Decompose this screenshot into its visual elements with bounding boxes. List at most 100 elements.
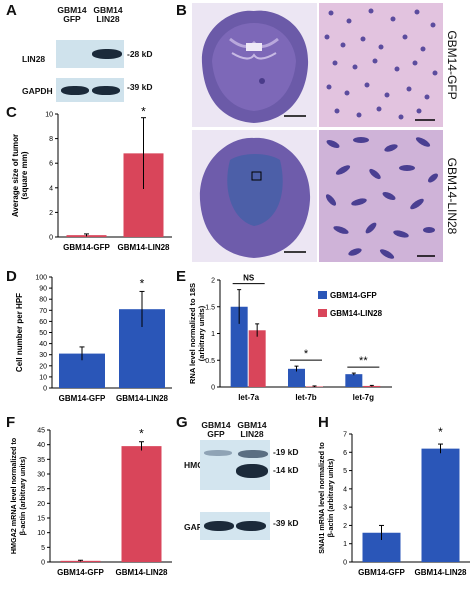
- y-tick-label: 0: [343, 560, 347, 567]
- significance-marker: **: [359, 355, 368, 367]
- significance-marker: *: [438, 425, 443, 439]
- y-tick-label: 15: [37, 516, 45, 523]
- blot-g-row2-label: GAPDH: [184, 522, 215, 532]
- y-tick-label: 10: [39, 374, 47, 381]
- y-tick-label: 100: [35, 275, 47, 282]
- x-tick-label: GBM14-LIN28: [414, 568, 467, 577]
- x-tick-label: GBM14-GFP: [59, 394, 106, 403]
- y-tick-label: 6: [343, 450, 347, 457]
- y-tick-label: 5: [41, 545, 45, 552]
- blot-a-lin28-strip: [56, 40, 124, 68]
- chart-d-cell-number: 0 10 20 30 40 50 60 70 80 90 100 Cell number per HP…: [15, 275, 172, 403]
- panel-label-b: B: [176, 2, 187, 19]
- significance-marker: *: [141, 105, 146, 119]
- y-tick-label: 1: [343, 541, 347, 548]
- y-tick-label: 35: [37, 457, 45, 464]
- chart-c-tumor-size: 0 2 4 6 8 10 Average size of tumor (square mm) G…: [11, 105, 172, 252]
- blot-g-size-a: -19 kD: [273, 447, 299, 457]
- y-axis-label: RNA level normalized to 18S: [188, 283, 197, 384]
- y-tick-label: 10: [37, 530, 45, 537]
- y-tick-label: 0.5: [205, 358, 215, 365]
- y-tick-label: 40: [39, 341, 47, 348]
- legend-label: GBM14-LIN28: [330, 309, 383, 318]
- x-tick-label: GBM14-GFP: [57, 568, 104, 577]
- significance-marker: *: [139, 427, 144, 441]
- y-axis-label: Average size of tumor: [11, 134, 20, 217]
- legend-swatch: [318, 291, 327, 299]
- blot-g-lane1-label: GBM14 GFP: [201, 420, 231, 439]
- y-axis-label: β-actin (arbitrary units): [326, 458, 335, 537]
- brain-section-lin28-image: [192, 130, 317, 262]
- y-tick-label: 0: [43, 386, 47, 393]
- y-tick-label: 80: [39, 297, 47, 304]
- y-axis-label: (arbitrary units): [197, 305, 206, 361]
- blot-g-row1-label: HMGA2: [184, 460, 215, 470]
- blot-g-hmga2-strip: [200, 440, 270, 490]
- y-tick-label: 2: [343, 523, 347, 530]
- y-tick-label: 1: [211, 331, 215, 338]
- blot-g-hmga2-band-lower: [236, 464, 268, 478]
- histology-gfp-whole-brain: [192, 3, 317, 127]
- y-axis-label: HMGA2 mRNA level normalized to: [9, 437, 18, 554]
- y-axis-label: Cell number per HPF: [15, 293, 24, 372]
- y-tick-label: 40: [37, 442, 45, 449]
- x-tick-label: let-7g: [353, 393, 374, 402]
- legend-label: GBM14-GFP: [330, 291, 377, 300]
- panel-label-g: G: [176, 414, 188, 431]
- y-tick-label: 7: [343, 432, 347, 439]
- x-tick-label: GBM14-LIN28: [115, 568, 168, 577]
- chart-h-snai1: 0 1 2 3 4 5 6 7 SNAI1 mRNA level normalized to β-…: [317, 425, 470, 577]
- blot-a-gapdh-band-1: [61, 86, 89, 95]
- bar-gfp: [345, 374, 363, 387]
- blot-a-lane1-label: GBM14 GFP: [57, 5, 87, 24]
- y-tick-label: 1.5: [205, 304, 215, 311]
- y-tick-label: 3: [343, 505, 347, 512]
- significance-marker: *: [140, 276, 145, 290]
- blot-g-gapdh-band-1: [204, 521, 234, 531]
- brain-section-gfp-image: [192, 3, 317, 127]
- blot-g-gapdh-band-2: [236, 521, 266, 531]
- blot-g-hmga2-band-upper: [238, 450, 268, 458]
- chart-e-let7-levels: 0 0.5 1 1.5 2 RNA level normalized to 18S (arb…: [188, 274, 392, 402]
- y-tick-label: 20: [39, 363, 47, 370]
- blot-a-row1-label: LIN28: [22, 54, 46, 64]
- y-tick-label: 6: [49, 161, 53, 168]
- y-tick-label: 4: [49, 185, 53, 192]
- blot-g-hmga2-band-faint: [204, 450, 232, 456]
- y-tick-label: 0: [49, 235, 53, 242]
- bar: [421, 448, 460, 562]
- y-tick-label: 20: [37, 501, 45, 508]
- blot-a-gapdh-strip: [56, 78, 124, 102]
- y-tick-label: 70: [39, 308, 47, 315]
- x-tick-label: GBM14-GFP: [358, 568, 405, 577]
- blot-g-lane2-label: GBM14 LIN28: [237, 420, 267, 439]
- blot-a-lin28-band: [92, 49, 122, 59]
- y-tick-label: 2: [49, 210, 53, 217]
- x-tick-label: let-7a: [238, 393, 259, 402]
- y-tick-label: 5: [343, 468, 347, 475]
- panel-label-e: E: [176, 268, 187, 285]
- y-tick-label: 90: [39, 286, 47, 293]
- blot-a-row2-size: -39 kD: [127, 82, 153, 92]
- panel-label-d: D: [6, 268, 17, 285]
- x-tick-label: GBM14-LIN28: [116, 394, 169, 403]
- y-tick-label: 30: [39, 352, 47, 359]
- y-tick-label: 30: [37, 472, 45, 479]
- bar-gfp: [288, 368, 305, 387]
- blot-a-lane2-label: GBM14 LIN28: [93, 5, 123, 24]
- x-tick-label: GBM14-GFP: [63, 243, 110, 252]
- chart-f-hmga2: 0 5 10 15 20 25 30 35 40 45 HMGA2 mRNA level norma…: [9, 427, 172, 577]
- bar-lin28: [248, 330, 266, 387]
- blot-g-size-b: -14 kD: [273, 465, 299, 475]
- bar-gfp: [230, 306, 248, 387]
- y-axis-label: SNAI1 mRNA level normalized to: [317, 442, 326, 554]
- panel-label-a: A: [6, 2, 17, 19]
- legend-swatch: [318, 309, 327, 317]
- panel-label-h: H: [318, 414, 329, 431]
- blot-a-gapdh-band-2: [92, 86, 120, 95]
- y-tick-label: 45: [37, 428, 45, 435]
- blot-a-row2-label: GAPDH: [22, 86, 53, 96]
- y-tick-label: 0: [41, 560, 45, 567]
- y-tick-label: 8: [49, 136, 53, 143]
- significance-marker: NS: [243, 274, 255, 283]
